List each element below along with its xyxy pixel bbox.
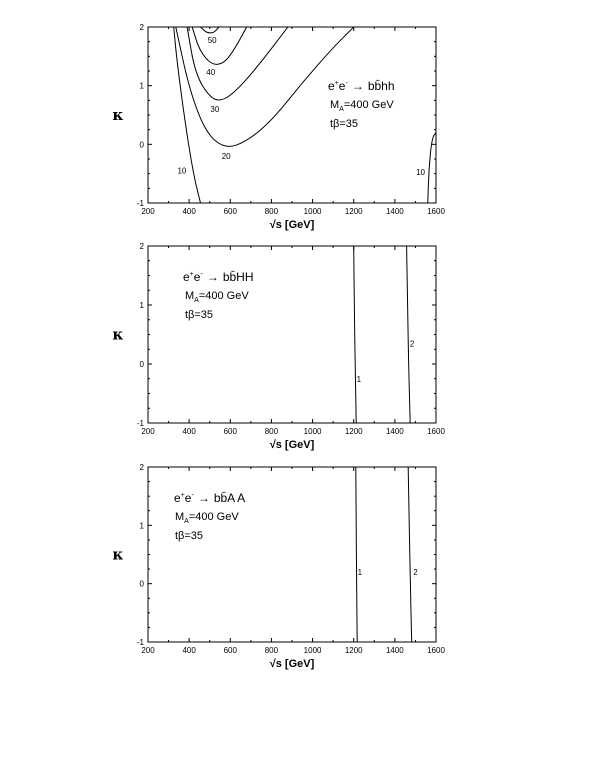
contour-label: 10 bbox=[416, 168, 425, 177]
x-tick-label: 200 bbox=[141, 646, 155, 655]
y-tick-label: -1 bbox=[137, 419, 145, 428]
contour-line-50 bbox=[200, 26, 220, 34]
x-tick-label: 1400 bbox=[386, 646, 404, 655]
contour-line-1 bbox=[355, 466, 358, 643]
contour-line-30 bbox=[186, 26, 289, 101]
y-tick-label: 1 bbox=[140, 82, 145, 91]
contour-line-2 bbox=[407, 466, 413, 643]
y-tick-label: 2 bbox=[140, 463, 145, 472]
contour-label: 10 bbox=[177, 167, 186, 176]
x-tick-label: 1600 bbox=[427, 646, 445, 655]
x-tick-label: 1000 bbox=[304, 427, 322, 436]
x-tick-label: 1600 bbox=[427, 427, 445, 436]
x-tick-label: 1000 bbox=[304, 207, 322, 216]
contour-line-40 bbox=[191, 26, 248, 65]
x-axis-label: √s [GeV] bbox=[270, 658, 315, 670]
contour-label: 20 bbox=[222, 152, 231, 161]
y-tick-label: 2 bbox=[140, 23, 145, 32]
y-axis-label: κ bbox=[112, 326, 123, 344]
y-tick-label: -1 bbox=[137, 638, 145, 647]
chart-panel-1: 200 400 600 800 1000 1200 1400 1600 -1 0 1 2 10 10 20 3… bbox=[112, 23, 445, 231]
y-tick-label: 0 bbox=[140, 360, 145, 369]
x-tick-label: 400 bbox=[182, 646, 196, 655]
contour-label: 50 bbox=[208, 36, 217, 45]
plot-frame bbox=[147, 26, 437, 204]
y-tick-label: 2 bbox=[140, 242, 145, 251]
y-tick-label: 1 bbox=[140, 521, 145, 530]
x-tick-label: 400 bbox=[182, 207, 196, 216]
x-tick-label: 600 bbox=[224, 646, 238, 655]
annotation: tβ=35 bbox=[330, 118, 358, 130]
y-axis-label: κ bbox=[112, 546, 123, 564]
x-tick-label: 1600 bbox=[427, 207, 445, 216]
contour-label: 2 bbox=[410, 339, 415, 348]
contour-line-10 bbox=[427, 132, 437, 204]
y-tick-label: 1 bbox=[140, 301, 145, 310]
x-tick-label: 600 bbox=[224, 207, 238, 216]
x-tick-label: 1400 bbox=[386, 207, 404, 216]
annotation: MA=400 GeV bbox=[185, 290, 249, 304]
annotation: tβ=35 bbox=[175, 530, 203, 542]
y-tick-label: 0 bbox=[140, 140, 145, 149]
process-label: e+e- → bb̄HH bbox=[183, 270, 254, 284]
chart-panel-3: 200 400 600 800 1000 1200 1400 1600 -1 0 1 2 1 2 √s [G… bbox=[112, 463, 445, 670]
x-tick-label: 800 bbox=[265, 646, 279, 655]
y-axis-label: κ bbox=[112, 106, 123, 124]
x-tick-label: 200 bbox=[141, 207, 155, 216]
contour-label: 1 bbox=[357, 375, 362, 384]
contour-line-1 bbox=[353, 245, 357, 424]
x-tick-label: 1400 bbox=[386, 427, 404, 436]
x-tick-label: 200 bbox=[141, 427, 155, 436]
contour-label: 1 bbox=[358, 568, 363, 577]
annotation: MA=400 GeV bbox=[175, 511, 239, 525]
annotation: tβ=35 bbox=[185, 309, 213, 321]
x-tick-label: 600 bbox=[224, 427, 238, 436]
x-tick-label: 1000 bbox=[304, 646, 322, 655]
x-tick-label: 800 bbox=[265, 427, 279, 436]
y-tick-label: 0 bbox=[140, 580, 145, 589]
contour-line-2 bbox=[406, 245, 411, 424]
x-axis-label: √s [GeV] bbox=[270, 439, 315, 451]
contour-label: 2 bbox=[413, 568, 418, 577]
process-label: e+e- → bb̄hh bbox=[328, 79, 395, 93]
x-tick-label: 1200 bbox=[345, 427, 363, 436]
contour-line-20 bbox=[175, 26, 355, 147]
process-label: e+e- → bb̄A A bbox=[174, 491, 245, 505]
x-tick-label: 1200 bbox=[345, 207, 363, 216]
contour-label: 30 bbox=[210, 105, 219, 114]
x-tick-label: 1200 bbox=[345, 646, 363, 655]
x-tick-label: 400 bbox=[182, 427, 196, 436]
contour-line-10 bbox=[173, 26, 201, 204]
y-tick-label: -1 bbox=[137, 199, 145, 208]
x-tick-label: 800 bbox=[265, 207, 279, 216]
chart-panel-2: 200 400 600 800 1000 1200 1400 1600 -1 0 1 2 1 2 √s [G… bbox=[112, 242, 445, 451]
x-axis-label: √s [GeV] bbox=[270, 219, 315, 231]
contour-label: 40 bbox=[206, 68, 215, 77]
annotation: MA=400 GeV bbox=[330, 99, 394, 113]
